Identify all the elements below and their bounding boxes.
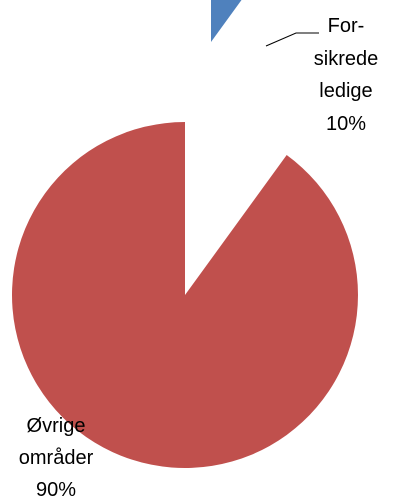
pie-slices	[11, 0, 358, 468]
slice-label-forsikrede-ledige: For- sikrede ledige 10%	[314, 15, 378, 135]
label-line: sikrede	[314, 48, 378, 70]
label-line: områder	[19, 447, 94, 469]
label-line: Øvrige	[27, 415, 86, 437]
label-value: 90%	[36, 479, 76, 497]
leader-lines	[265, 32, 319, 47]
leader-line-forsikrede-ledige	[265, 32, 319, 47]
label-value: 10%	[326, 113, 366, 135]
pie-slice-ovrige-omrader	[11, 122, 358, 468]
pie-slice-forsikrede-ledige	[211, 0, 242, 42]
label-line: For-	[328, 15, 365, 37]
label-line: ledige	[319, 80, 372, 102]
slice-label-ovrige-omrader: Øvrige områder 90%	[19, 415, 94, 497]
